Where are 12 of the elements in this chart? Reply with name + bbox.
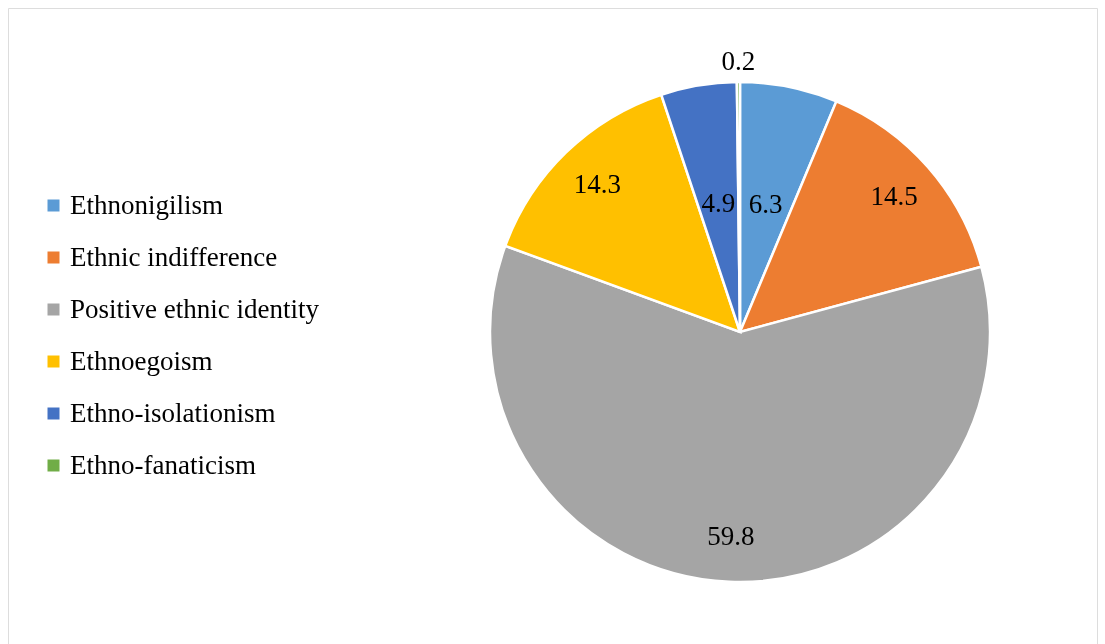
data-label: 6.3	[748, 188, 783, 219]
data-label: 0.2	[721, 46, 756, 77]
legend-label: Positive ethnic identity	[70, 293, 320, 324]
data-label: 14.5	[870, 180, 918, 211]
legend-label: Ethno-isolationism	[70, 397, 276, 428]
legend-label: Ethnonigilism	[70, 189, 224, 220]
legend-label: Ethnoegoism	[70, 345, 213, 376]
data-label: 4.9	[701, 187, 736, 218]
legend-label: Ethno-fanaticism	[70, 449, 256, 480]
data-label: 59.8	[707, 520, 755, 551]
data-label: 14.3	[573, 168, 621, 199]
legend-label: Ethnic indifference	[70, 241, 278, 272]
